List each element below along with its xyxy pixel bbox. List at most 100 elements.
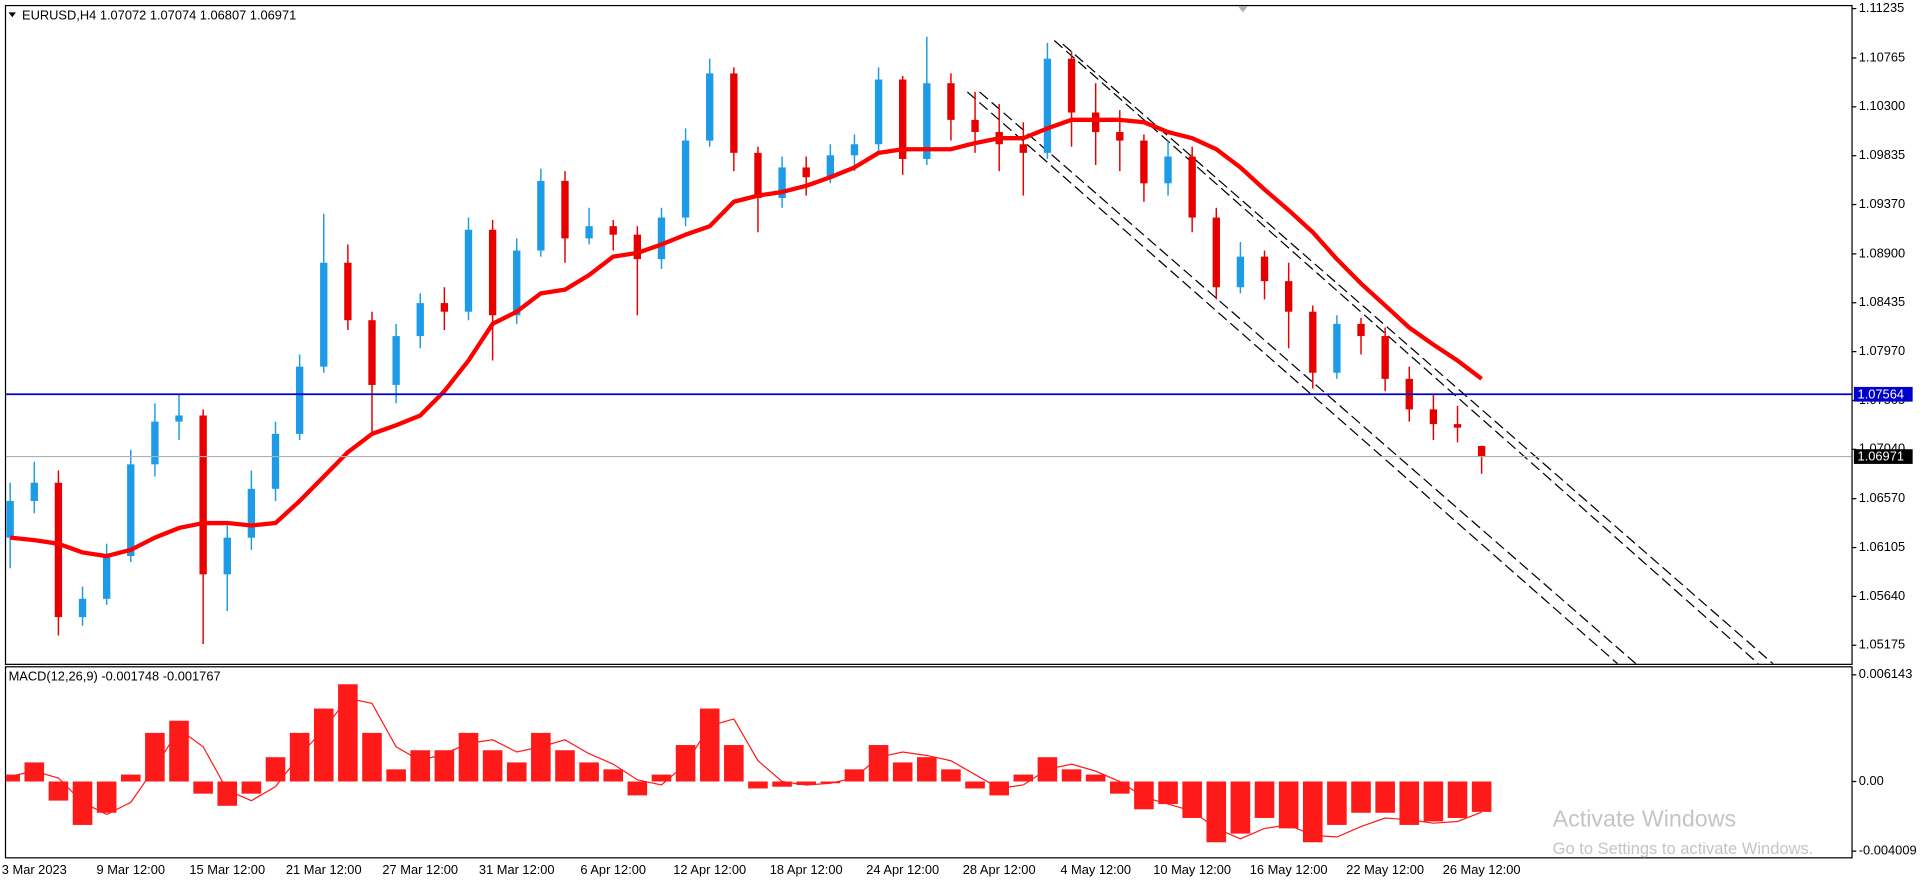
candle-body — [30, 482, 38, 502]
candle-body — [585, 226, 593, 239]
macd-bar — [482, 750, 503, 782]
candle-body — [778, 167, 786, 199]
macd-bar — [1447, 781, 1468, 818]
candle-body — [1357, 323, 1365, 337]
x-tick-label: 18 Apr 12:00 — [770, 862, 843, 877]
candle-body — [1043, 58, 1052, 153]
macd-bar — [1302, 781, 1323, 843]
candle-body — [899, 79, 907, 159]
candle-body — [730, 73, 738, 153]
candle-body — [1381, 336, 1389, 379]
candle-body — [1309, 311, 1317, 373]
candle-body — [175, 415, 183, 422]
candle-body — [513, 250, 521, 316]
macd-bar — [1399, 781, 1420, 825]
macd-bar — [579, 762, 599, 782]
candle-body — [1164, 156, 1172, 184]
x-tick-label: 28 Apr 12:00 — [963, 862, 1036, 877]
menu-arrow[interactable] — [8, 12, 16, 18]
macd-bar — [217, 781, 238, 806]
candle-body — [1067, 58, 1076, 113]
x-tick-label: 4 May 12:00 — [1060, 862, 1131, 877]
x-tick-label: 16 May 12:00 — [1250, 862, 1328, 877]
candle-body — [247, 488, 256, 538]
candle-body — [1019, 144, 1027, 153]
candle-body — [1333, 323, 1341, 373]
price-plot — [6, 36, 1486, 644]
candle-body — [344, 262, 352, 321]
macd-bar — [1375, 781, 1395, 813]
x-tick-label: 15 Mar 12:00 — [189, 862, 265, 877]
macd-bar — [169, 720, 189, 782]
candle-body — [971, 119, 979, 133]
macd-bar — [555, 750, 575, 782]
macd-bar — [820, 781, 841, 784]
macd-bar — [265, 757, 286, 782]
macd-bar — [1158, 781, 1178, 805]
candle-body — [271, 433, 280, 489]
x-tick-label: 3 Mar 2023 — [2, 862, 67, 877]
x-tick-label: 9 Mar 12:00 — [97, 862, 166, 877]
macd-bar — [627, 781, 648, 796]
macd-bar — [1351, 781, 1371, 813]
macd-bar — [1327, 781, 1347, 825]
candle-body — [6, 501, 14, 538]
macd-bar — [796, 781, 816, 785]
macd-bar — [965, 781, 985, 789]
candle-body — [947, 83, 955, 120]
macd-bar — [941, 769, 961, 782]
x-tick-label: 22 May 12:00 — [1346, 862, 1424, 877]
macd-bar — [892, 762, 913, 782]
price-label-box — [1853, 386, 1913, 402]
x-tick-label: 27 Mar 12:00 — [382, 862, 458, 877]
channel-line — [979, 91, 1637, 664]
y-tick-label: 1.09370 — [1859, 196, 1905, 211]
candle-body — [1188, 156, 1196, 218]
candle-body — [54, 482, 63, 618]
candle-body — [1284, 281, 1293, 312]
macd-bar — [1061, 769, 1082, 782]
macd-plot — [6, 684, 1492, 843]
y-tick-label: 1.10765 — [1859, 49, 1905, 64]
y-tick-label: 1.07970 — [1859, 343, 1905, 358]
shift-marker — [1237, 6, 1248, 13]
macd-bar — [120, 774, 141, 782]
macd-bar — [651, 774, 672, 782]
macd-bar — [410, 750, 431, 782]
y-tick-label: 1.11235 — [1859, 0, 1904, 15]
candle-body — [1477, 445, 1486, 457]
candle-body — [874, 79, 883, 145]
macd-bar — [1085, 774, 1106, 782]
y-tick-label: 1.06570 — [1859, 490, 1905, 505]
candle-body — [320, 262, 328, 367]
candle-body — [609, 226, 617, 235]
price-pane-border — [4, 4, 1853, 665]
macd-bar — [313, 708, 334, 782]
y-tick-label: 0.00 — [1859, 773, 1884, 788]
price-label: 1.06971 — [1858, 449, 1904, 464]
macd-bar — [506, 762, 527, 782]
macd-bar — [1182, 781, 1202, 818]
macd-bar — [362, 732, 382, 782]
candle-body — [706, 73, 714, 141]
macd-bar — [145, 732, 165, 782]
candle-body — [368, 320, 376, 385]
y-tick-label: 0.006143 — [1859, 666, 1913, 681]
candle-body — [488, 229, 497, 316]
candle-body — [1212, 217, 1220, 288]
x-tick-label: 21 Mar 12:00 — [286, 862, 362, 877]
candle-body — [440, 303, 449, 312]
price-label-box — [1853, 449, 1913, 464]
macd-bar — [24, 762, 45, 782]
macd-bar — [72, 781, 93, 825]
candle-body — [826, 155, 834, 178]
macd-bar — [1423, 781, 1444, 822]
x-tick-label: 26 May 12:00 — [1443, 862, 1521, 877]
candle-body — [754, 152, 762, 199]
macd-title: MACD(12,26,9) -0.001748 -0.001767 — [9, 669, 221, 684]
watermark-subtitle: Go to Settings to activate Windows. — [1553, 839, 1814, 858]
channel-lines — [966, 40, 1774, 664]
y-tick-label: 1.09835 — [1859, 147, 1905, 162]
macd-bar — [531, 732, 551, 782]
candle-body — [1116, 132, 1124, 141]
